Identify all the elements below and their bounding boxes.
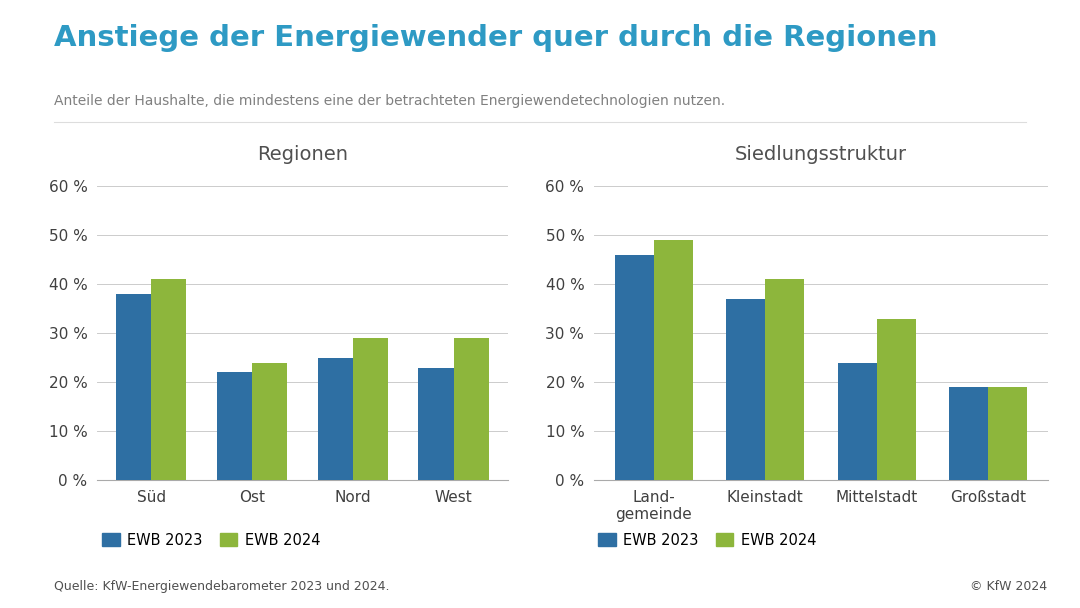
Bar [116, 294, 151, 480]
Bar [353, 338, 388, 480]
Legend: EWB 2023, EWB 2024: EWB 2023, EWB 2024 [592, 527, 822, 554]
Bar [949, 387, 988, 480]
Bar [726, 299, 765, 480]
Bar [318, 358, 353, 480]
Bar [653, 240, 692, 480]
Bar [252, 362, 287, 480]
Bar [988, 387, 1027, 480]
Bar [837, 362, 877, 480]
Bar [765, 279, 805, 480]
Bar [418, 368, 454, 480]
Text: Anteile der Haushalte, die mindestens eine der betrachteten Energiewendetechnolo: Anteile der Haushalte, die mindestens ei… [54, 94, 725, 108]
Bar [217, 373, 252, 480]
Bar [877, 319, 916, 480]
Text: Quelle: KfW-Energiewendebarometer 2023 und 2024.: Quelle: KfW-Energiewendebarometer 2023 u… [54, 580, 390, 593]
Text: © KfW 2024: © KfW 2024 [971, 580, 1048, 593]
Title: Siedlungsstruktur: Siedlungsstruktur [734, 145, 907, 164]
Bar [454, 338, 489, 480]
Title: Regionen: Regionen [257, 145, 348, 164]
Bar [615, 255, 653, 480]
Bar [151, 279, 187, 480]
Text: Anstiege der Energiewender quer durch die Regionen: Anstiege der Energiewender quer durch di… [54, 24, 937, 52]
Legend: EWB 2023, EWB 2024: EWB 2023, EWB 2024 [96, 527, 326, 554]
